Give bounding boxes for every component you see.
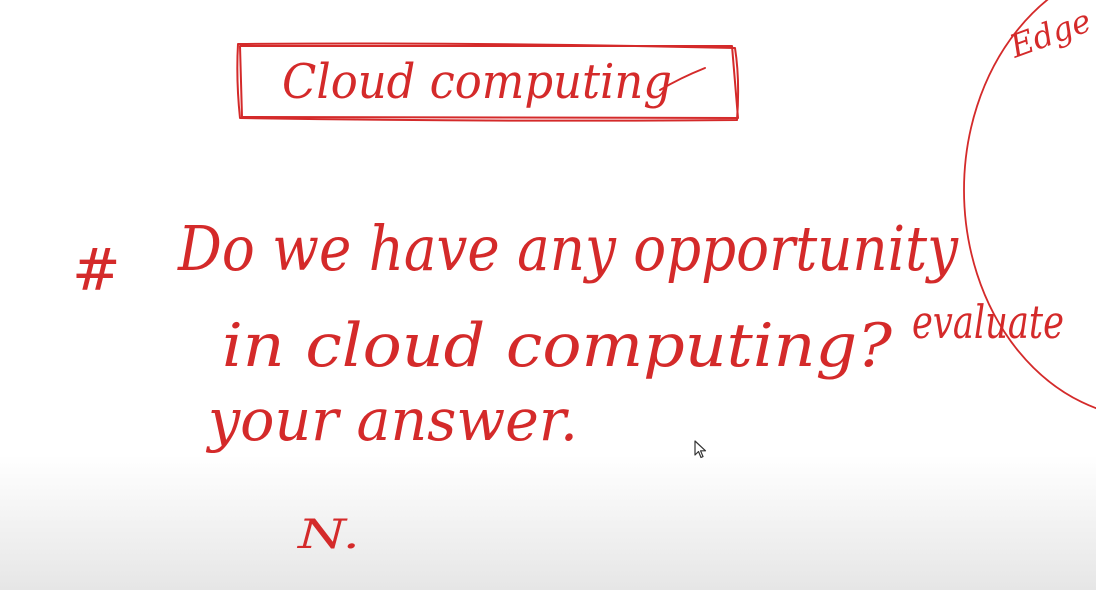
bullet-mark: # [72,236,121,304]
answer-start: N. [297,512,360,558]
title-flourish [659,67,706,91]
question-line-3: your answer. [205,386,578,454]
title-text: Cloud computing [282,54,672,110]
mouse-pointer-icon [694,440,707,459]
edge-note: Edge [1004,1,1096,66]
edge-circle [963,0,1096,410]
question-line-2: in cloud computing? [222,311,893,381]
title-box [236,42,740,122]
question-line-1: Do we have any opportunity [177,212,959,285]
